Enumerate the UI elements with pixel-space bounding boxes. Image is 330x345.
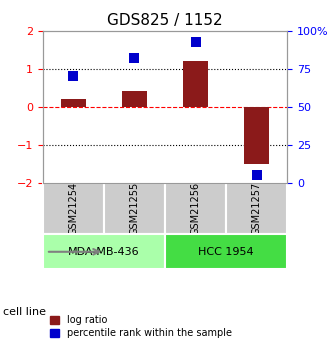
- Title: GDS825 / 1152: GDS825 / 1152: [107, 13, 223, 29]
- Text: GSM21256: GSM21256: [190, 182, 201, 235]
- FancyBboxPatch shape: [226, 183, 287, 235]
- Point: [132, 56, 137, 61]
- FancyBboxPatch shape: [165, 183, 226, 235]
- Text: GSM21255: GSM21255: [129, 182, 140, 235]
- FancyBboxPatch shape: [165, 235, 287, 269]
- Text: MDA-MB-436: MDA-MB-436: [68, 247, 140, 257]
- FancyBboxPatch shape: [43, 183, 104, 235]
- Point: [71, 74, 76, 79]
- Bar: [183, 61, 208, 107]
- Text: GSM21254: GSM21254: [68, 182, 79, 235]
- FancyBboxPatch shape: [43, 235, 165, 269]
- Text: GSM21257: GSM21257: [251, 182, 262, 235]
- Legend: log ratio, percentile rank within the sample: log ratio, percentile rank within the sa…: [48, 313, 234, 340]
- Bar: [244, 107, 269, 164]
- Text: cell line: cell line: [3, 307, 46, 317]
- Text: HCC 1954: HCC 1954: [198, 247, 254, 257]
- Bar: [122, 91, 147, 107]
- Point: [254, 172, 259, 178]
- Bar: [61, 99, 85, 107]
- FancyBboxPatch shape: [104, 183, 165, 235]
- Point: [193, 39, 198, 45]
